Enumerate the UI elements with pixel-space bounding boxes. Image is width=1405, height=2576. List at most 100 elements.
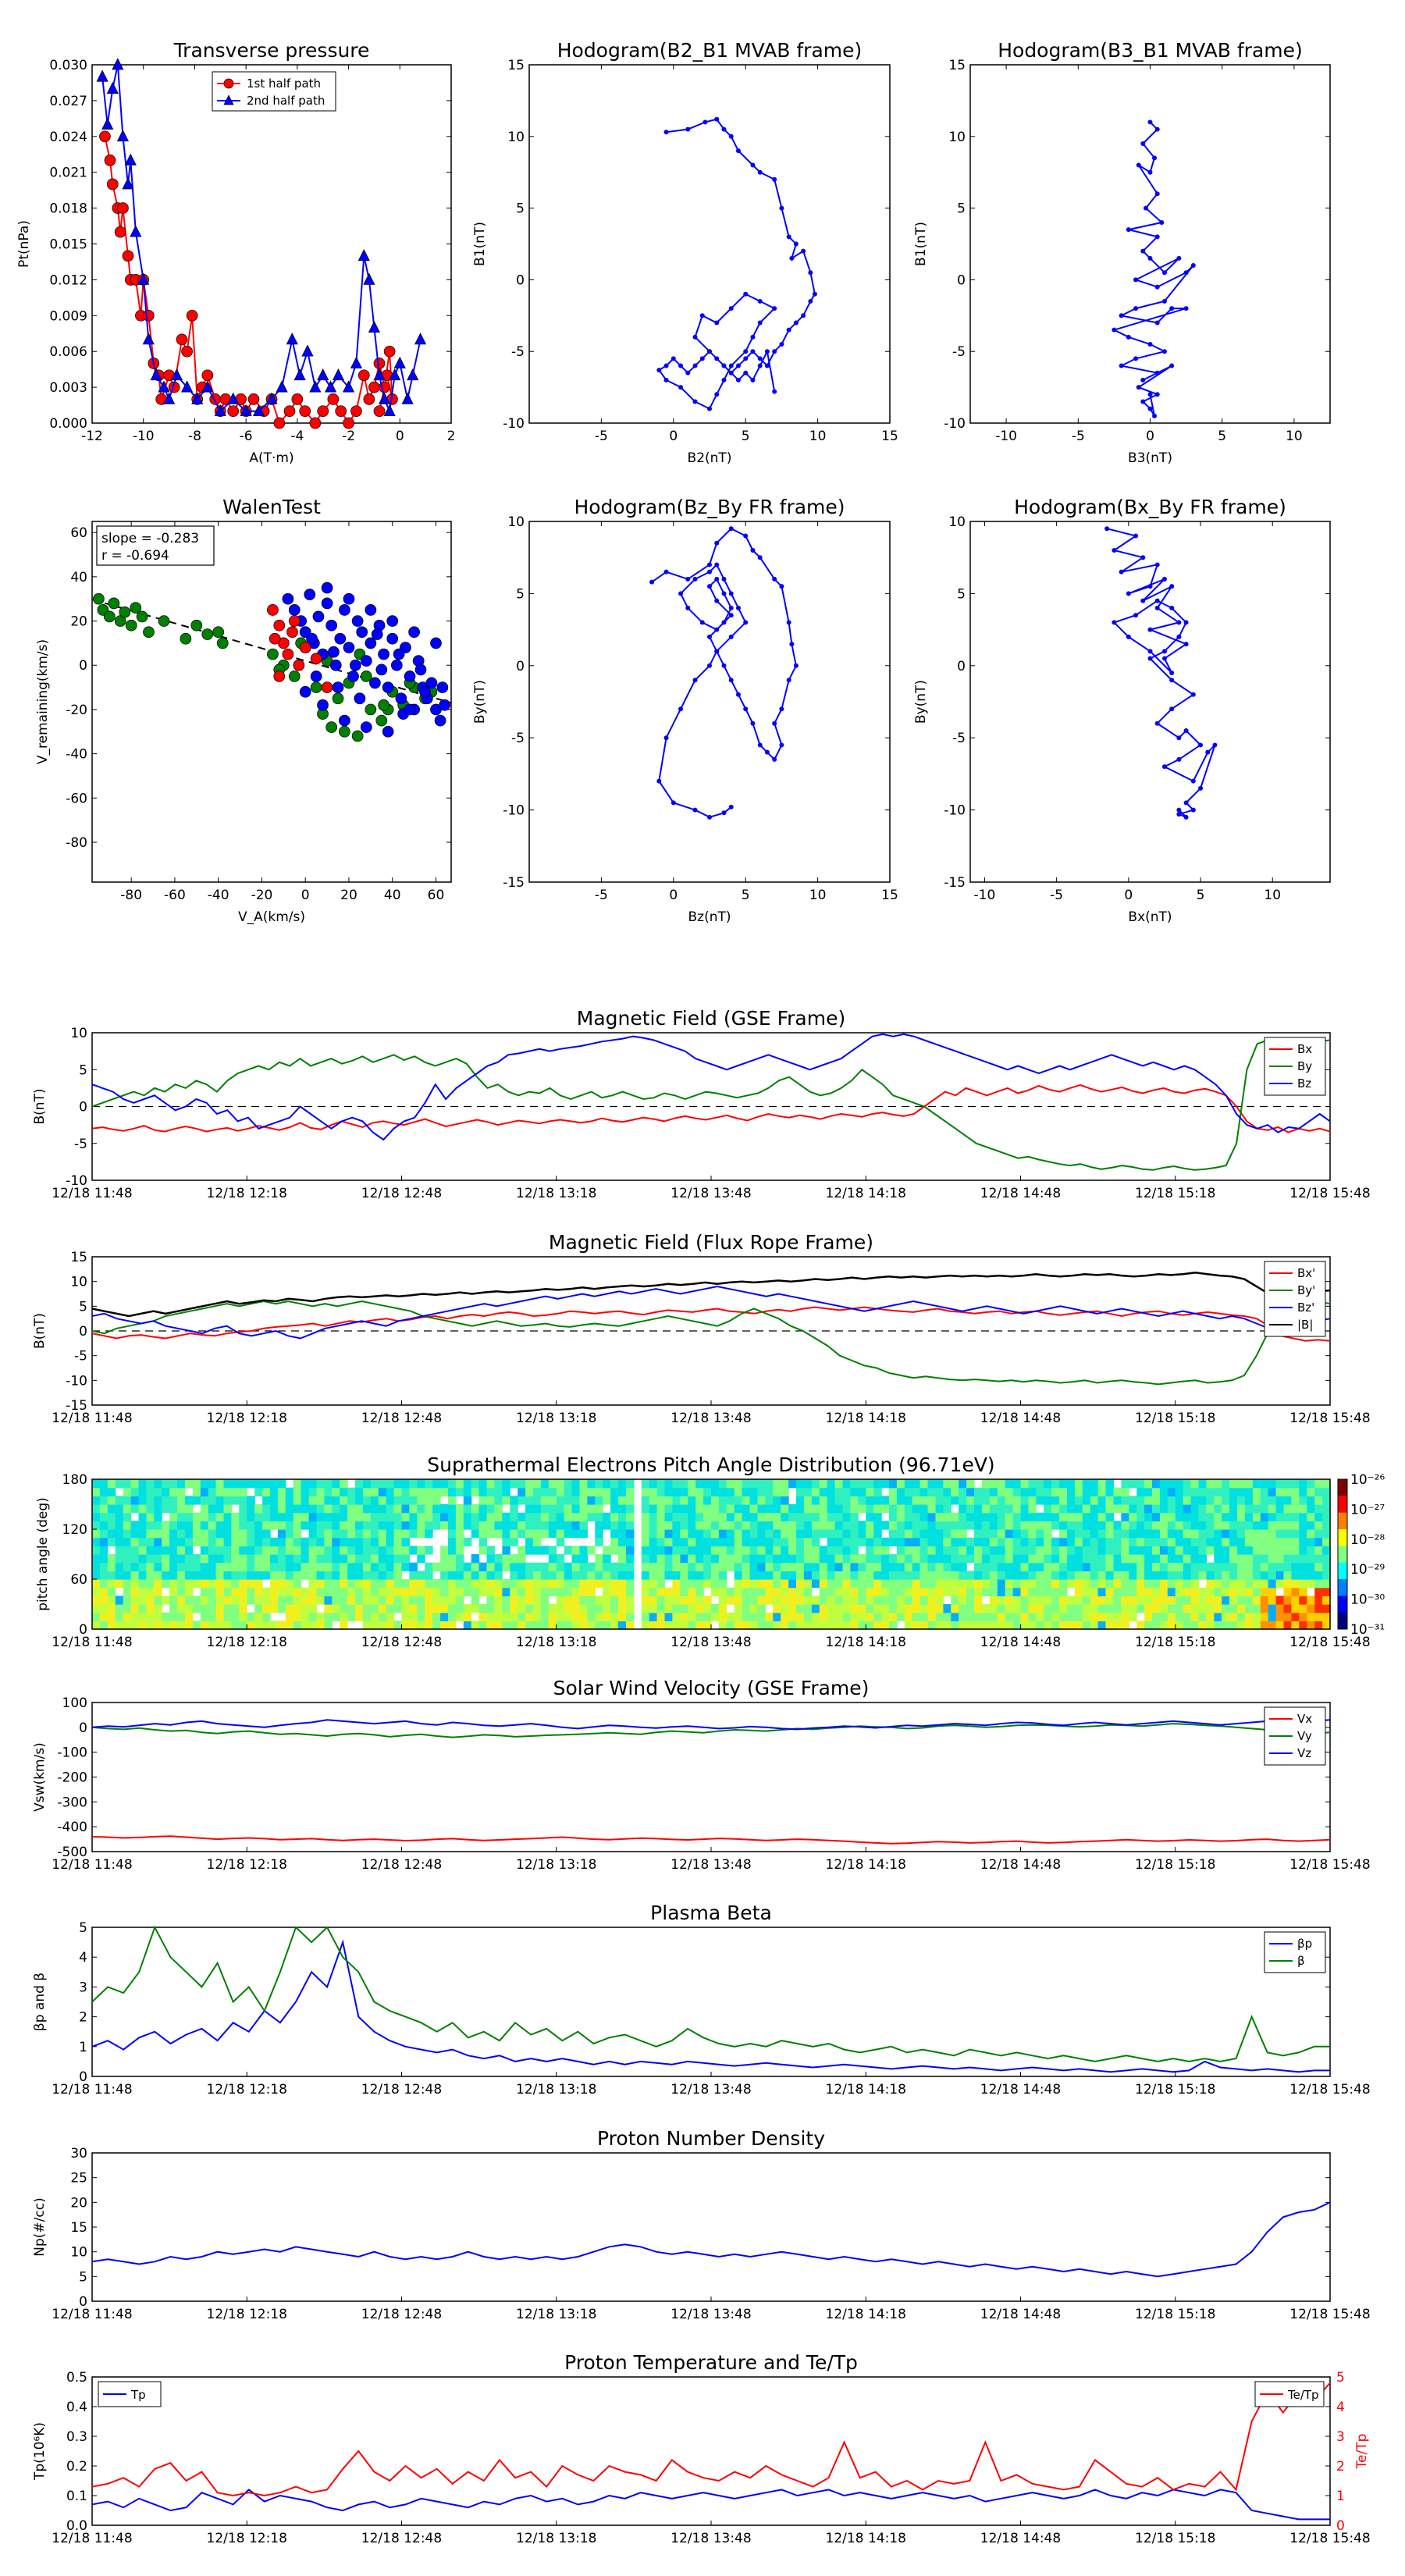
heatmap-cell — [781, 1604, 789, 1614]
heatmap-cell — [1113, 1612, 1122, 1621]
data-point — [291, 393, 304, 405]
x-tick-label: 15 — [881, 888, 898, 903]
heatmap-cell — [115, 1596, 124, 1605]
heatmap-cell — [850, 1487, 859, 1496]
heatmap-cell — [138, 1496, 147, 1505]
heatmap-cell — [1097, 1596, 1107, 1605]
heatmap-cell — [742, 1579, 751, 1589]
heatmap-cell — [99, 1479, 108, 1489]
heatmap-cell — [525, 1487, 534, 1496]
heatmap-cell — [533, 1612, 542, 1621]
heatmap-cell — [966, 1537, 975, 1546]
data-point — [317, 405, 329, 418]
heatmap-cell — [1105, 1579, 1114, 1589]
heatmap-cell — [1020, 1546, 1029, 1555]
heatmap-cell — [1067, 1529, 1076, 1539]
heatmap-cell — [966, 1604, 975, 1614]
heatmap-cell — [842, 1496, 851, 1505]
plot-title: Transverse pressure — [173, 39, 370, 62]
scatter-point — [360, 721, 372, 733]
heatmap-cell — [1074, 1487, 1083, 1496]
heatmap-cell — [215, 1504, 225, 1514]
heatmap-cell — [1152, 1529, 1161, 1539]
heatmap-cell — [904, 1521, 913, 1530]
heatmap-cell — [974, 1554, 983, 1564]
heatmap-cell — [997, 1521, 1006, 1530]
heatmap-cell — [99, 1554, 108, 1564]
heatmap-cell — [981, 1537, 991, 1546]
heatmap-cell — [742, 1612, 751, 1621]
heatmap-cell — [1167, 1546, 1176, 1555]
heatmap-cell — [270, 1537, 279, 1546]
data-point — [721, 126, 727, 132]
heatmap-cell — [1206, 1537, 1215, 1546]
heatmap-cell — [107, 1596, 116, 1605]
heatmap-cell — [231, 1604, 240, 1614]
data-point — [1154, 191, 1160, 197]
heatmap-cell — [773, 1521, 781, 1530]
heatmap-cell — [184, 1496, 194, 1505]
x-tick-label: 12/18 14:48 — [980, 1857, 1061, 1873]
heatmap-cell — [1036, 1604, 1044, 1614]
heatmap-cell — [1051, 1596, 1060, 1605]
heatmap-cell — [239, 1604, 247, 1614]
heatmap-cell — [154, 1612, 162, 1621]
x-tick-label: 12/18 14:48 — [980, 1635, 1061, 1650]
heatmap-cell — [1222, 1546, 1230, 1555]
heatmap-cell — [989, 1562, 998, 1571]
heatmap-cell — [742, 1596, 751, 1605]
heatmap-cell — [215, 1562, 225, 1571]
heatmap-cell — [1245, 1537, 1254, 1546]
heatmap-cell — [757, 1562, 766, 1571]
heatmap-cell — [1129, 1612, 1137, 1621]
data-point — [772, 349, 777, 354]
heatmap-cell — [866, 1496, 874, 1505]
heatmap-cell — [347, 1512, 356, 1521]
heatmap-cell — [324, 1529, 333, 1539]
heatmap-cell — [316, 1546, 325, 1555]
heatmap-cell — [177, 1562, 186, 1571]
x-tick-label: -4 — [290, 429, 304, 444]
heatmap-cell — [107, 1479, 116, 1489]
data-point — [699, 313, 705, 318]
heatmap-cell — [1144, 1504, 1153, 1514]
heatmap-cell — [866, 1546, 874, 1555]
data-point — [1154, 284, 1160, 290]
data-point — [1140, 598, 1146, 603]
heatmap-cell — [1152, 1579, 1161, 1589]
heatmap-cell — [1020, 1504, 1029, 1514]
heatmap-cell — [889, 1521, 898, 1530]
heatmap-cell — [711, 1479, 720, 1489]
data-point — [309, 417, 322, 429]
x-tick-label: 0 — [1146, 429, 1154, 444]
heatmap-cell — [718, 1612, 727, 1621]
heatmap-cell — [1237, 1504, 1246, 1514]
heatmap-cell — [270, 1512, 279, 1521]
data-point — [663, 130, 669, 135]
heatmap-cell — [680, 1504, 688, 1514]
heatmap-cell — [1105, 1496, 1114, 1505]
heatmap-cell — [796, 1496, 805, 1505]
heatmap-cell — [1067, 1554, 1076, 1564]
heatmap-cell — [518, 1479, 526, 1489]
heatmap-cell — [1206, 1496, 1215, 1505]
heatmap-cell — [1136, 1512, 1145, 1521]
heatmap-cell — [564, 1571, 573, 1580]
heatmap-cell — [123, 1621, 132, 1630]
heatmap-cell — [1175, 1537, 1184, 1546]
heatmap-cell — [927, 1512, 936, 1521]
heatmap-cell — [664, 1562, 673, 1571]
heatmap-cell — [803, 1612, 813, 1621]
heatmap-cell — [788, 1512, 797, 1521]
heatmap-cell — [518, 1546, 526, 1555]
heatmap-cell — [123, 1504, 132, 1514]
heatmap-cell — [1322, 1521, 1331, 1530]
x-tick-label: 12/18 13:18 — [516, 1411, 596, 1426]
heatmap-cell — [943, 1479, 951, 1489]
x-tick-label: 12/18 15:48 — [1289, 2307, 1370, 2322]
heatmap-cell — [1283, 1579, 1292, 1589]
heatmap-cell — [502, 1554, 510, 1564]
heatmap-cell — [231, 1579, 240, 1589]
heatmap-cell — [308, 1596, 318, 1605]
heatmap-cell — [285, 1512, 294, 1521]
